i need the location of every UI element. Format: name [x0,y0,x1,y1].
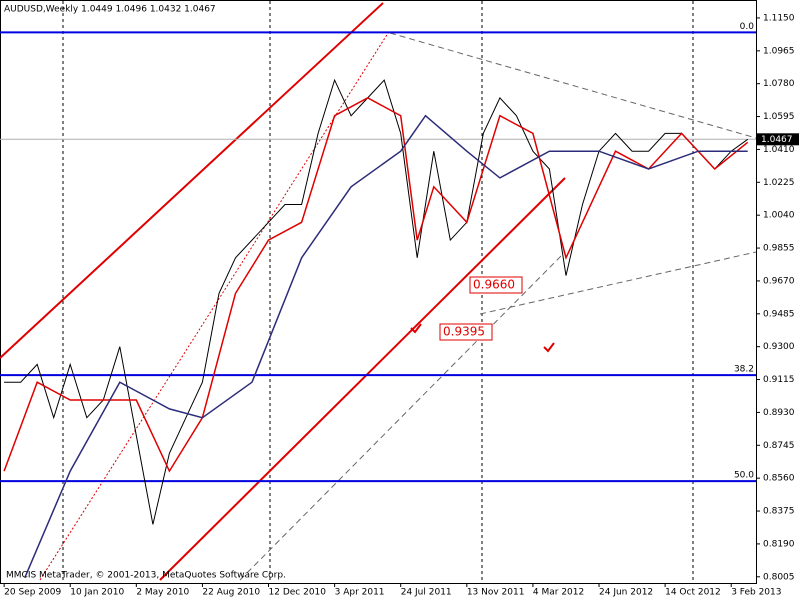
x-tick-label: 14 Oct 2012 [665,588,721,598]
y-tick-label: 1.0040 [763,211,795,221]
y-tick-label: 1.1150 [763,13,795,23]
y-tick-label: 0.8005 [763,572,795,582]
y-tick-label: 0.8930 [763,408,795,418]
fib-label: 0.0 [740,22,755,32]
fib-label: 38.2 [734,365,754,375]
y-tick-label: 0.9115 [763,375,795,385]
annotation-box [469,276,523,294]
chart-layer: 1.1150 1.0965 1.0780 1.0595 1.0410 1.0225 1.00… [0,13,799,598]
check-mark [543,342,555,353]
copyright: MMCIS MetaTrader, © 2001-2013, MetaQuote… [6,571,286,581]
y-tick-label: 0.8745 [763,441,795,451]
y-tick-label: 1.0595 [763,112,795,122]
x-tick-label: 22 Aug 2010 [202,588,260,598]
triangle-upper [389,32,757,139]
y-tick-label: 0.9670 [763,276,795,286]
y-tick-label: 0.8560 [763,474,795,484]
series-line [3,97,749,473]
y-tick-label: 0.8190 [763,539,795,549]
x-tick-label: 24 Jun 2012 [599,588,653,598]
plot-frame [0,0,757,584]
last-price-box [757,133,799,146]
chart-title: AUDUSD,Weekly 1.0449 1.0496 1.0432 1.046… [4,5,216,15]
x-tick-label: 20 Sep 2009 [4,588,61,598]
channel-upper [0,2,384,359]
y-tick-label: 0.9300 [763,342,795,352]
series-line [24,114,748,578]
triangle-lower [479,251,757,315]
series-line [4,78,748,525]
last-price-label: 1.0467 [761,135,793,145]
y-tick-label: 0.9855 [763,244,795,254]
x-tick-label: 3 Apr 2011 [335,588,385,598]
x-tick-label: 4 Mar 2012 [533,588,584,598]
y-tick-label: 1.0780 [763,79,795,89]
x-tick-label: 2 May 2010 [136,588,189,598]
y-tick-label: 1.0410 [763,145,795,155]
x-tick-label: 13 Nov 2011 [467,588,525,598]
x-tick-label: 12 Dec 2010 [269,588,327,598]
x-tick-label: 24 Jul 2011 [401,588,452,598]
channel-lower [159,177,566,581]
annotation: 0.9660 [473,278,515,292]
y-tick-label: 1.0965 [763,46,795,56]
y-tick-label: 0.8375 [763,507,795,517]
check-mark [410,323,422,334]
x-tick-label: 3 Feb 2013 [731,588,781,598]
drawing-tools [0,2,757,581]
x-tick-label: 10 Jan 2010 [70,588,124,598]
fib-label: 50.0 [734,471,754,481]
y-tick-label: 1.0225 [763,178,795,188]
annotation-box [439,323,493,341]
annotation: 0.9395 [443,325,485,339]
channel-mid [39,29,391,581]
y-tick-label: 0.9485 [763,309,795,319]
